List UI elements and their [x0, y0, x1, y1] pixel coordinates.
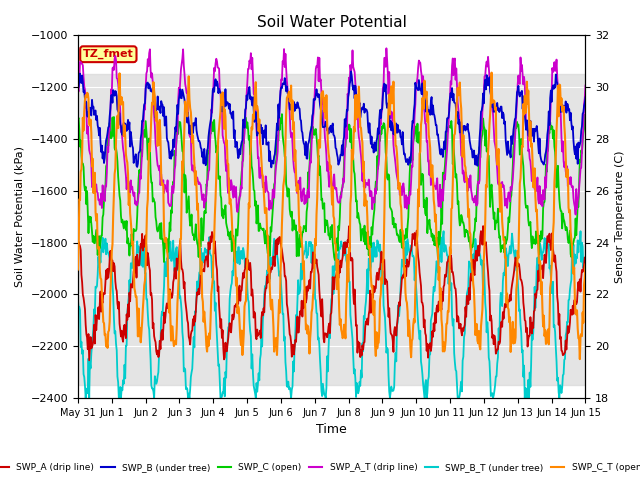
Bar [78, 74, 586, 385]
X-axis label: Time: Time [316, 423, 347, 436]
Title: Soil Water Potential: Soil Water Potential [257, 15, 406, 30]
Text: TZ_fmet: TZ_fmet [83, 49, 134, 60]
Y-axis label: Sensor Temperature (C): Sensor Temperature (C) [615, 150, 625, 283]
Y-axis label: Soil Water Potential (kPa): Soil Water Potential (kPa) [15, 146, 25, 287]
Legend: SWP_A (drip line), SWP_B (under tree), SWP_C (open), SWP_A_T (drip line), SWP_B_: SWP_A (drip line), SWP_B (under tree), S… [0, 459, 640, 476]
